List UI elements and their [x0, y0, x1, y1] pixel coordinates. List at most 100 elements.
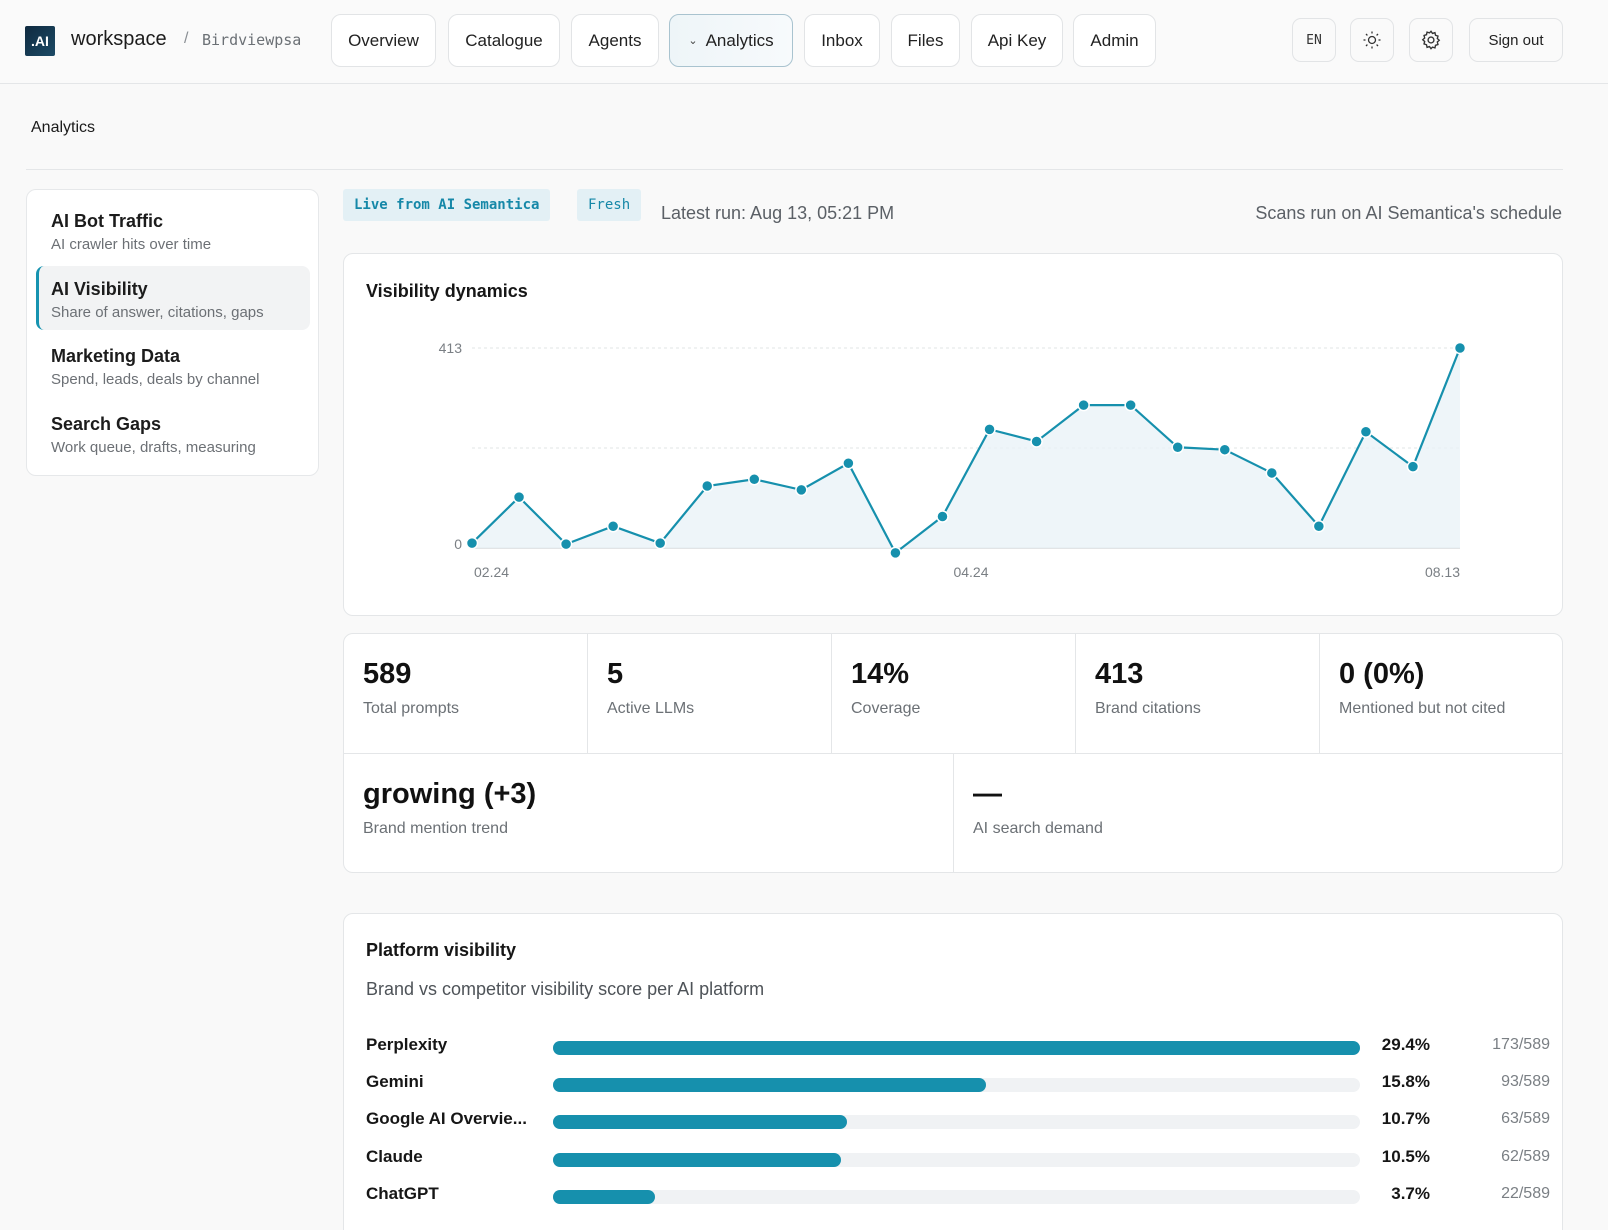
card-title: Platform visibility: [366, 940, 517, 960]
nav-label: Analytics: [705, 30, 774, 50]
nav-label: Admin: [1090, 30, 1139, 50]
metric-coverage: 14% Coverage: [832, 634, 1076, 754]
data-point[interactable]: [983, 423, 996, 436]
platform-percent: 3.7%: [1391, 1184, 1430, 1203]
data-point[interactable]: [842, 457, 855, 470]
x-tick-end: 08.13: [1425, 564, 1460, 580]
metric-label: Mentioned but not cited: [1339, 700, 1506, 717]
platform-percent: 10.7%: [1381, 1109, 1430, 1128]
sidebar-item-search-gaps[interactable]: Search Gaps Work queue, drafts, measurin…: [36, 401, 310, 465]
platform-percent: 10.5%: [1381, 1147, 1430, 1166]
nav-agents[interactable]: Agents: [571, 14, 659, 67]
data-point[interactable]: [795, 483, 808, 497]
y-tick-0: 0: [454, 536, 462, 552]
platform-bar-fill: [553, 1153, 842, 1167]
platform-row: Claude 10.5% 62/589: [366, 1144, 1550, 1170]
metric-total-prompts: 589 Total prompts: [344, 634, 588, 754]
series-line: [471, 347, 1462, 555]
metric-ai-search-demand: — AI search demand: [954, 754, 1562, 872]
sidebar-item-ai-bot-traffic[interactable]: AI Bot Traffic AI crawler hits over time: [36, 198, 310, 262]
platform-bar-track: [553, 1041, 1360, 1055]
card-title: Visibility dynamics: [366, 281, 528, 301]
platform-count: 173/589: [1492, 1036, 1550, 1053]
schedule-text: Scans run on AI Semantica's schedule: [1255, 203, 1562, 223]
data-point[interactable]: [606, 519, 620, 533]
platform-row: Gemini 15.8% 93/589: [366, 1069, 1550, 1095]
nav-overview[interactable]: Overview: [331, 14, 436, 67]
analytics-sidebar: AI Bot Traffic AI crawler hits over time…: [26, 189, 319, 476]
data-point[interactable]: [559, 537, 573, 551]
data-point[interactable]: [1312, 519, 1326, 533]
platform-name: Gemini: [366, 1072, 424, 1091]
nav-analytics[interactable]: ⌄ Analytics: [669, 14, 793, 67]
platform-name: Claude: [366, 1147, 423, 1166]
page-title: Analytics: [31, 119, 96, 136]
series-points: [465, 341, 1467, 560]
nav-inbox[interactable]: Inbox: [804, 14, 880, 67]
language-button[interactable]: EN: [1292, 18, 1336, 62]
data-point[interactable]: [936, 510, 949, 523]
metric-label: Coverage: [851, 700, 921, 717]
sidebar-item-subtitle: Share of answer, citations, gaps: [51, 304, 264, 321]
data-point[interactable]: [748, 472, 761, 486]
live-source-badge: Live from AI Semantica: [343, 189, 551, 221]
metric-value: 14%: [851, 658, 910, 690]
sidebar-item-ai-visibility[interactable]: AI Visibility Share of answer, citations…: [36, 266, 310, 330]
settings-button[interactable]: [1409, 18, 1453, 62]
chevron-down-icon: ⌄: [688, 35, 698, 47]
top-header: .AI workspace / Birdviewpsa Overview Cat…: [0, 0, 1608, 84]
brand-name: workspace: [71, 28, 167, 50]
nav-label: Files: [907, 30, 944, 50]
platform-bar-track: [553, 1115, 1360, 1129]
data-point[interactable]: [700, 479, 714, 493]
data-point[interactable]: [1124, 398, 1137, 412]
platform-row: Google AI Overvie... 10.7% 63/589: [366, 1106, 1550, 1132]
nav-api-key[interactable]: Api Key: [971, 14, 1063, 67]
platform-bar-track: [553, 1153, 1360, 1167]
data-point[interactable]: [1171, 441, 1184, 454]
metric-value: 413: [1095, 658, 1144, 690]
language-label: EN: [1306, 32, 1322, 48]
fresh-badge: Fresh: [577, 189, 642, 221]
platform-row: Perplexity 29.4% 173/589: [366, 1032, 1550, 1058]
breadcrumb-separator: /: [184, 30, 189, 47]
data-point[interactable]: [512, 490, 526, 504]
app-logo[interactable]: .AI: [25, 26, 55, 56]
metric-label: Brand mention trend: [363, 820, 508, 837]
metric-brand-mention-trend: growing (+3) Brand mention trend: [344, 754, 954, 872]
data-point[interactable]: [1406, 460, 1420, 473]
workspace-name[interactable]: Birdviewpsa: [202, 31, 302, 49]
sign-out-button[interactable]: Sign out: [1469, 18, 1563, 62]
nav-files[interactable]: Files: [891, 14, 960, 67]
metric-value: growing (+3): [363, 778, 537, 810]
theme-toggle-button[interactable]: [1350, 18, 1394, 62]
data-point[interactable]: [1077, 398, 1090, 412]
platform-bar-fill: [553, 1041, 1360, 1055]
nav-label: Overview: [348, 30, 419, 50]
platform-count: 22/589: [1501, 1185, 1550, 1202]
x-tick-start: 02.24: [474, 564, 509, 580]
data-point[interactable]: [1453, 341, 1467, 355]
data-point[interactable]: [1030, 435, 1043, 448]
metric-label: Active LLMs: [607, 700, 695, 717]
nav-label: Agents: [588, 30, 642, 50]
gear-icon: [1421, 30, 1441, 50]
sidebar-item-subtitle: AI crawler hits over time: [51, 236, 212, 253]
sidebar-item-title: Search Gaps: [51, 414, 162, 434]
platform-bar-fill: [553, 1115, 847, 1129]
platform-name: Perplexity: [366, 1035, 448, 1054]
nav-catalogue[interactable]: Catalogue: [448, 14, 560, 67]
metrics-card: 589 Total prompts 5 Active LLMs 14% Cove…: [343, 633, 1563, 873]
metric-brand-citations: 413 Brand citations: [1076, 634, 1320, 754]
sidebar-item-marketing-data[interactable]: Marketing Data Spend, leads, deals by ch…: [36, 333, 310, 397]
data-point[interactable]: [1265, 466, 1279, 480]
nav-admin[interactable]: Admin: [1073, 14, 1156, 67]
card-subtitle: Brand vs competitor visibility score per…: [366, 979, 765, 999]
data-point[interactable]: [889, 546, 902, 560]
data-point[interactable]: [1218, 443, 1232, 456]
metric-label: AI search demand: [973, 820, 1103, 837]
data-point[interactable]: [465, 536, 479, 550]
data-point[interactable]: [653, 536, 667, 550]
nav-label: Api Key: [987, 30, 1047, 50]
data-point[interactable]: [1359, 425, 1373, 439]
